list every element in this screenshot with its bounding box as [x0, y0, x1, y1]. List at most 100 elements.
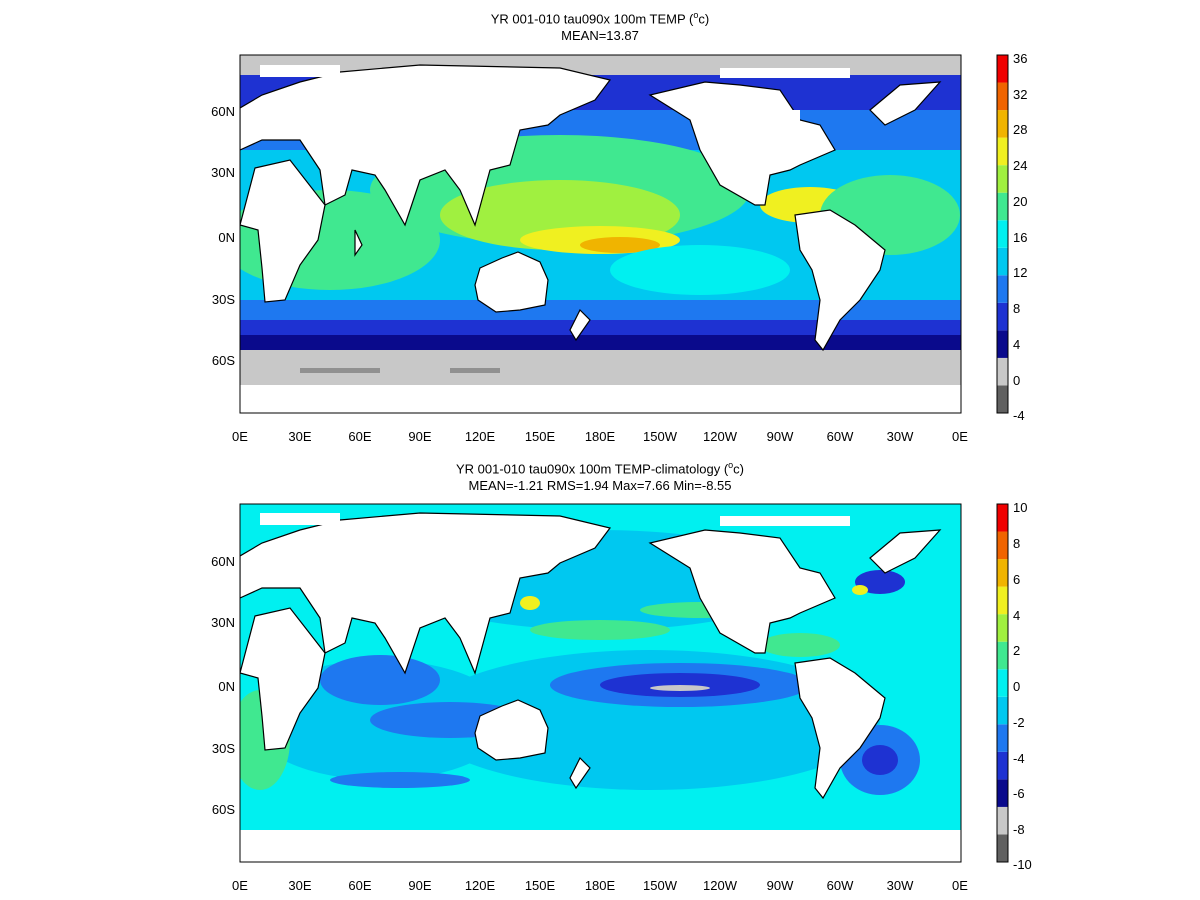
- x-tick-label: 150E: [525, 429, 556, 444]
- x-tick-label: 90E: [408, 878, 431, 893]
- x-axis-2: 0E 30E 60E 90E 120E 150E 180E 150W 120W …: [232, 878, 968, 893]
- colorbar-tick-label: 6: [1013, 572, 1020, 587]
- colorbar-tick-label: -6: [1013, 786, 1025, 801]
- colorbar-tick-label: 4: [1013, 337, 1020, 352]
- anomaly-field: [240, 504, 961, 862]
- x-tick-label: 30W: [887, 429, 914, 444]
- colorbar-tick-label: 36: [1013, 51, 1027, 66]
- colorbar-swatch: [997, 559, 1008, 587]
- colorbar-swatch: [997, 192, 1008, 221]
- y-tick-label: 30N: [211, 615, 235, 630]
- colorbar-tick-label: 8: [1013, 301, 1020, 316]
- colorbar-swatch: [997, 82, 1008, 111]
- map-stats-1: MEAN=13.87: [561, 28, 639, 43]
- x-tick-label: 30E: [288, 878, 311, 893]
- y-tick-label: 0N: [218, 679, 235, 694]
- colorbar-labels-1: 36 32 28 24 20 16 12 8 4 0 -4: [1013, 51, 1027, 423]
- x-tick-label: 180E: [585, 429, 616, 444]
- colorbar-tick-label: -2: [1013, 715, 1025, 730]
- x-tick-label: 90E: [408, 429, 431, 444]
- x-tick-label: 60W: [827, 429, 854, 444]
- map-frame-1: [239, 54, 962, 414]
- colorbar-swatch: [997, 614, 1008, 642]
- colorbar-tick-label: -4: [1013, 408, 1025, 423]
- x-tick-label: 90W: [767, 429, 794, 444]
- colorbar-swatch: [997, 641, 1008, 670]
- colorbar-tick-label: 28: [1013, 122, 1027, 137]
- colorbar-swatch: [997, 504, 1008, 532]
- y-tick-label: 30N: [211, 165, 235, 180]
- colorbar-swatch: [997, 357, 1008, 386]
- colorbar-swatch: [997, 806, 1008, 835]
- y-tick-label: 60S: [212, 353, 235, 368]
- colorbar-tick-label: 10: [1013, 500, 1027, 515]
- colorbar-tick-label: -4: [1013, 751, 1025, 766]
- colorbar-swatch: [997, 669, 1008, 697]
- map-frame-2: [239, 503, 962, 863]
- x-tick-label: 0E: [952, 429, 968, 444]
- colorbar-swatch: [997, 247, 1008, 276]
- colorbar-tick-label: 32: [1013, 87, 1027, 102]
- x-tick-label: 150W: [643, 878, 678, 893]
- colorbar-swatch: [997, 696, 1008, 725]
- colorbar-swatch: [997, 137, 1008, 166]
- x-tick-label: 60E: [348, 429, 371, 444]
- colorbar-swatch: [997, 531, 1008, 560]
- x-tick-label: 0E: [232, 878, 248, 893]
- map-title-1: YR 001-010 tau090x 100m TEMP (oc): [490, 10, 710, 27]
- map-stats-2: MEAN=-1.21 RMS=1.94 Max=7.66 Min=-8.55: [468, 478, 732, 493]
- y-tick-label: 30S: [212, 292, 235, 307]
- colorbar-tick-label: 0: [1013, 679, 1020, 694]
- x-tick-label: 30E: [288, 429, 311, 444]
- colorbar-tick-label: 16: [1013, 230, 1027, 245]
- x-tick-label: 60W: [827, 878, 854, 893]
- x-tick-label: 120E: [465, 429, 496, 444]
- colorbar-swatch: [997, 385, 1008, 413]
- x-tick-label: 120W: [703, 878, 738, 893]
- x-tick-label: 0E: [952, 878, 968, 893]
- colorbar-frame: [996, 503, 1009, 863]
- map-title-2: YR 001-010 tau090x 100m TEMP-climatology…: [455, 460, 745, 477]
- colorbar-swatch: [997, 779, 1008, 807]
- colorbar-swatch: [997, 275, 1008, 303]
- colorbar-swatch: [997, 834, 1008, 862]
- colorbar-frame: [996, 54, 1009, 414]
- y-tick-label: 60N: [211, 104, 235, 119]
- colorbar-labels-2: 10 8 6 4 2 0 -2 -4 -6 -8 -10: [1013, 500, 1032, 872]
- colorbar-tick-label: 0: [1013, 373, 1020, 388]
- x-tick-label: 120W: [703, 429, 738, 444]
- x-tick-label: 0E: [232, 429, 248, 444]
- colorbar-swatch: [997, 55, 1008, 83]
- y-tick-label: 0N: [218, 230, 235, 245]
- y-axis-2: 60N 30N 0N 30S 60S: [211, 554, 235, 817]
- colorbar-swatch: [997, 165, 1008, 193]
- x-tick-label: 180E: [585, 878, 616, 893]
- colorbar-1: [996, 54, 1009, 414]
- x-tick-label: 60E: [348, 878, 371, 893]
- colorbar-tick-label: 20: [1013, 194, 1027, 209]
- colorbar-tick-label: -10: [1013, 857, 1032, 872]
- colorbar-swatch: [997, 751, 1008, 780]
- colorbar-tick-label: 12: [1013, 265, 1027, 280]
- colorbar-swatch: [997, 110, 1008, 138]
- x-tick-label: 150W: [643, 429, 678, 444]
- x-tick-label: 30W: [887, 878, 914, 893]
- x-tick-label: 150E: [525, 878, 556, 893]
- colorbar-tick-label: 4: [1013, 608, 1020, 623]
- y-tick-label: 60N: [211, 554, 235, 569]
- colorbar-tick-label: 24: [1013, 158, 1027, 173]
- colorbar-2: [996, 503, 1009, 863]
- colorbar-swatch: [997, 724, 1008, 752]
- x-axis-1: 0E 30E 60E 90E 120E 150E 180E 150W 120W …: [232, 429, 968, 444]
- temperature-field: [240, 55, 961, 413]
- colorbar-swatch: [997, 302, 1008, 331]
- y-tick-label: 30S: [212, 741, 235, 756]
- map-panel-temp: 0E 30E 60E 90E 120E 150E 180E 150W 120W …: [211, 51, 1027, 444]
- y-tick-label: 60S: [212, 802, 235, 817]
- colorbar-tick-label: -8: [1013, 822, 1025, 837]
- y-axis-1: 60N 30N 0N 30S 60S: [211, 104, 235, 368]
- colorbar-tick-label: 2: [1013, 643, 1020, 658]
- colorbar-tick-label: 8: [1013, 536, 1020, 551]
- x-tick-label: 90W: [767, 878, 794, 893]
